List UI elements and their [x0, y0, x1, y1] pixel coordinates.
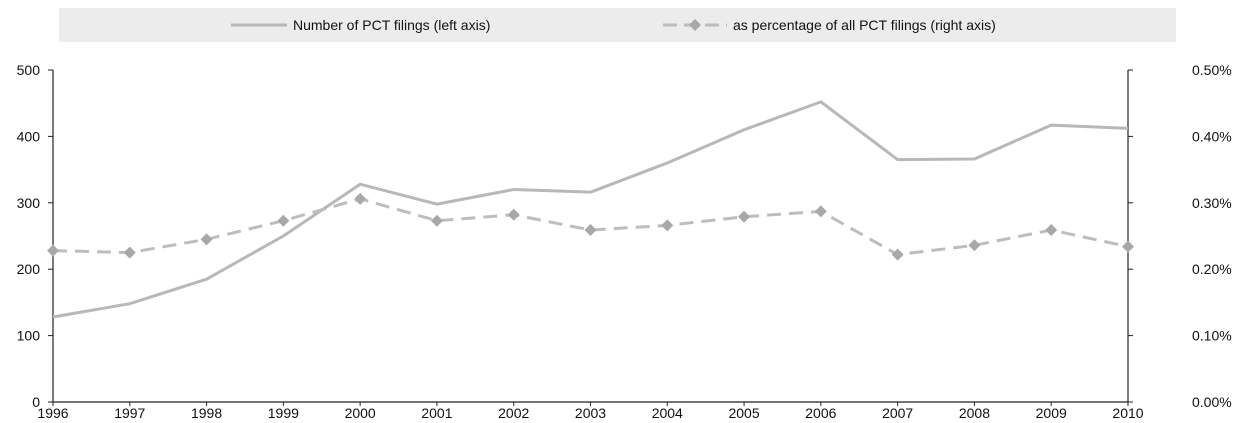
x-tick-label: 2002: [498, 405, 529, 421]
right-y-tick-label: 0.50%: [1192, 62, 1232, 78]
x-tick-label: 2000: [345, 405, 376, 421]
x-tick-label: 1998: [191, 405, 222, 421]
x-tick-label: 2009: [1036, 405, 1067, 421]
left-y-tick-label: 200: [17, 261, 41, 277]
series-marker-percentage: [277, 214, 290, 227]
series-marker-percentage: [507, 208, 520, 221]
legend-item-percentage: as percentage of all PCT filings (right …: [663, 8, 996, 42]
chart-legend: Number of PCT filings (left axis) as per…: [59, 8, 1176, 42]
series-marker-percentage: [430, 214, 443, 227]
right-y-tick-label: 0.40%: [1192, 128, 1232, 144]
series-marker-percentage: [891, 248, 904, 261]
series-marker-percentage: [584, 224, 597, 237]
series-marker-percentage: [1045, 224, 1058, 237]
legend-dashed-diamond-icon: [663, 19, 727, 31]
series-marker-percentage: [123, 246, 136, 259]
series-line-count: [52, 100, 1129, 319]
series-marker-percentage: [738, 210, 751, 223]
legend-percentage-label: as percentage of all PCT filings (right …: [733, 17, 996, 33]
x-tick-label: 1999: [268, 405, 299, 421]
x-tick-label: 2007: [882, 405, 913, 421]
x-tick-label: 2005: [728, 405, 759, 421]
x-tick-label: 1997: [114, 405, 145, 421]
right-y-tick-label: 0.20%: [1192, 261, 1232, 277]
right-y-tick-label: 0.30%: [1192, 195, 1232, 211]
left-y-tick-label: 100: [17, 328, 41, 344]
x-tick-label: 2006: [805, 405, 836, 421]
series-marker-percentage: [47, 244, 59, 257]
series-marker-percentage: [661, 219, 674, 232]
series-marker-percentage: [200, 233, 213, 246]
x-tick-label: 1996: [37, 405, 68, 421]
x-tick-label: 2001: [421, 405, 452, 421]
x-tick-label: 2010: [1112, 405, 1143, 421]
legend-item-count: Number of PCT filings (left axis): [231, 8, 490, 42]
right-y-tick-label: 0.00%: [1192, 394, 1232, 410]
series-marker-percentage: [1122, 240, 1134, 253]
left-y-tick-label: 0: [32, 394, 40, 410]
right-y-tick-label: 0.10%: [1192, 328, 1232, 344]
left-y-tick-label: 500: [17, 62, 41, 78]
legend-solid-line-icon: [231, 23, 287, 27]
left-y-tick-label: 400: [17, 128, 41, 144]
series-marker-percentage: [968, 239, 981, 252]
series-marker-percentage: [354, 192, 367, 205]
x-tick-label: 2004: [652, 405, 683, 421]
x-tick-label: 2003: [575, 405, 606, 421]
legend-count-label: Number of PCT filings (left axis): [293, 17, 491, 33]
series-marker-percentage: [814, 205, 827, 218]
left-y-tick-label: 300: [17, 195, 41, 211]
series-line-percentage: [52, 197, 1129, 257]
x-tick-label: 2008: [959, 405, 990, 421]
